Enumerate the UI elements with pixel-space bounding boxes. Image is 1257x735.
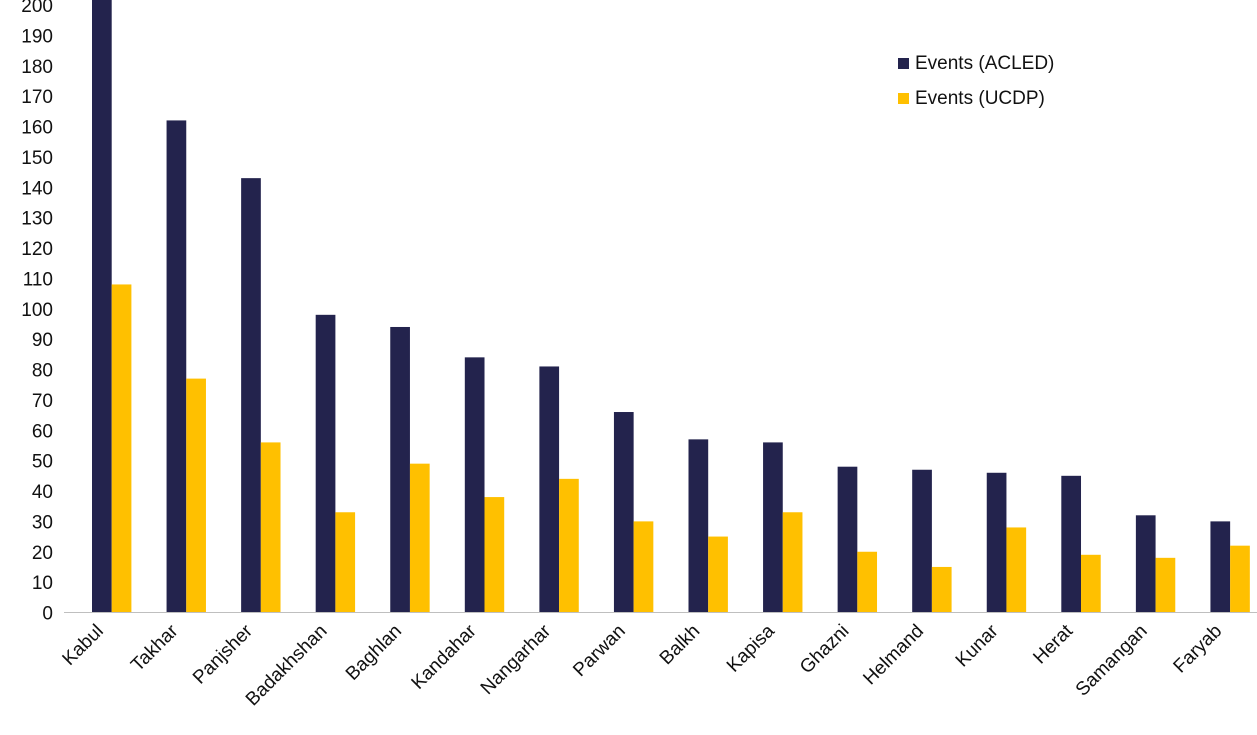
bar-acled-kapisa	[763, 442, 783, 613]
x-tick-label-helmand: Helmand	[859, 621, 928, 690]
bar-acled-parwan	[613, 412, 634, 613]
x-tick-label-ghazni: Ghazni	[796, 621, 853, 678]
bar-acled-kunar	[986, 472, 1007, 613]
y-tick-label: 160	[21, 118, 53, 139]
bar-ucdp-panjsher	[260, 442, 281, 613]
y-tick-label: 140	[21, 178, 53, 199]
bar-ucdp-helmand	[931, 566, 952, 613]
bar-ucdp-kabul	[111, 284, 132, 613]
x-tick-label-panjsher: Panjsher	[189, 620, 257, 688]
bar-acled-baghlan	[390, 326, 410, 613]
legend-label-acled: Events (ACLED)	[915, 53, 1054, 74]
x-tick-label-baghlan: Baghlan	[342, 621, 406, 685]
y-tick-label: 130	[21, 209, 53, 230]
y-axis: 0 10 20 30 40 50 60 70 80 90 100 110 120 130 140 150 160…	[21, 0, 53, 625]
bar-ucdp-samangan	[1155, 557, 1176, 613]
x-tick-label-balkh: Balkh	[656, 621, 704, 669]
x-tick-label-parwan: Parwan	[569, 621, 629, 681]
bar-acled-kandahar	[464, 357, 485, 613]
bar-ucdp-faryab	[1230, 545, 1250, 613]
bar-acled-balkh	[688, 439, 709, 613]
bars	[92, 0, 1250, 613]
y-tick-label: 190	[21, 26, 53, 47]
bar-ucdp-kandahar	[484, 497, 505, 613]
x-tick-label-faryab: Faryab	[1170, 621, 1227, 678]
y-tick-label: 100	[21, 300, 53, 321]
bar-ucdp-baghlan	[409, 463, 430, 613]
bar-acled-faryab	[1210, 521, 1231, 613]
bar-ucdp-balkh	[708, 536, 728, 613]
bar-acled-ghazni	[837, 466, 858, 613]
y-tick-label: 170	[21, 87, 53, 108]
bar-acled-samangan	[1135, 515, 1156, 613]
y-tick-label: 120	[21, 239, 53, 260]
bar-ucdp-kunar	[1006, 527, 1027, 613]
x-tick-label-samangan: Samangan	[1072, 621, 1152, 701]
y-tick-label: 20	[32, 543, 53, 564]
y-tick-label: 50	[32, 452, 53, 473]
bar-acled-helmand	[912, 469, 932, 613]
y-tick-label: 90	[32, 330, 53, 351]
x-tick-label-takhar: Takhar	[127, 620, 183, 676]
x-tick-label-kabul: Kabul	[59, 621, 108, 670]
legend: Events (ACLED) Events (UCDP)	[898, 53, 1054, 109]
bar-acled-badakhshan	[315, 314, 336, 613]
bar-acled-panjsher	[241, 178, 261, 613]
y-tick-label: 110	[23, 269, 53, 290]
bar-ucdp-badakhshan	[335, 512, 356, 613]
y-tick-label: 70	[32, 391, 53, 412]
x-tick-label-herat: Herat	[1029, 620, 1077, 668]
legend-swatch-acled	[898, 58, 909, 69]
y-tick-label: 60	[32, 421, 53, 442]
x-tick-label-nangarhar: Nangarhar	[477, 620, 556, 699]
x-tick-label-kunar: Kunar	[952, 620, 1003, 671]
y-tick-label: 30	[32, 512, 53, 533]
bar-ucdp-ghazni	[857, 551, 878, 613]
bar-acled-herat	[1061, 475, 1082, 613]
y-tick-label: 80	[32, 361, 53, 382]
legend-swatch-ucdp	[898, 93, 909, 104]
bar-ucdp-takhar	[186, 378, 206, 613]
y-tick-label: 0	[42, 604, 53, 625]
x-tick-label-kandahar: Kandahar	[408, 620, 482, 694]
bar-ucdp-nangarhar	[559, 478, 579, 613]
y-tick-label: 10	[32, 573, 53, 594]
legend-label-ucdp: Events (UCDP)	[915, 88, 1045, 109]
bar-acled-takhar	[166, 120, 187, 613]
bar-ucdp-parwan	[633, 521, 654, 613]
bar-ucdp-herat	[1081, 554, 1101, 613]
bar-ucdp-kapisa	[782, 512, 803, 613]
y-tick-label: 200	[21, 0, 53, 17]
bar-acled-nangarhar	[539, 366, 560, 613]
x-tick-label-kapisa: Kapisa	[723, 620, 779, 676]
y-tick-label: 180	[21, 57, 53, 78]
y-tick-label: 150	[21, 148, 53, 169]
bar-acled-kabul	[92, 0, 112, 613]
y-tick-label: 40	[32, 482, 53, 503]
